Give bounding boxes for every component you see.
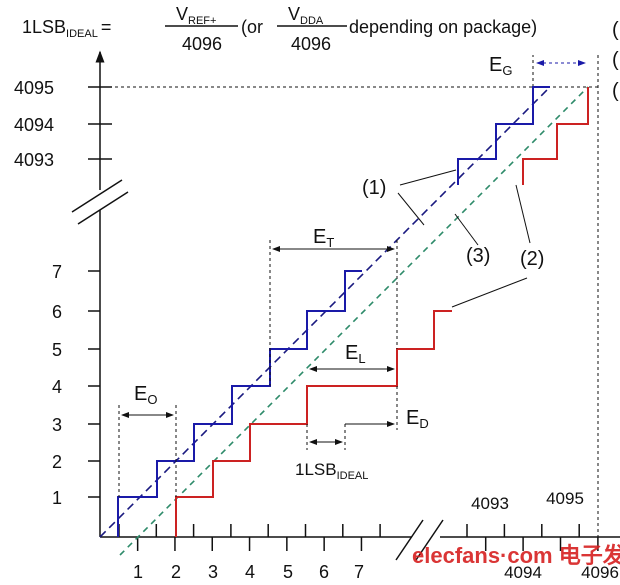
callout-2: (2)	[520, 248, 544, 270]
svg-text:6: 6	[319, 562, 329, 582]
formula: 1LSBIDEAL = VREF+ 4096 (or VDDA 4096 depe…	[22, 4, 619, 102]
svg-text:4095: 4095	[14, 78, 54, 98]
svg-text:4096: 4096	[182, 34, 222, 54]
label-1lsb: 1LSBIDEAL	[295, 460, 368, 482]
annotation-labels: EO ET EL ED EG 1LSBIDEAL (1) (2) (3)	[134, 54, 544, 482]
svg-text:depending on package): depending on package)	[349, 17, 537, 37]
svg-text:1: 1	[133, 562, 143, 582]
svg-text:1LSBIDEAL=: 1LSBIDEAL =	[22, 17, 111, 40]
svg-text:3: 3	[52, 415, 62, 435]
svg-text:2: 2	[52, 452, 62, 472]
svg-text:4: 4	[245, 562, 255, 582]
svg-text:1: 1	[52, 488, 62, 508]
label-integral-error: EL	[345, 342, 366, 366]
x-break-1	[395, 519, 424, 561]
svg-text:(: (	[612, 19, 619, 41]
watermark: elecfans·com 电子发烧友	[412, 543, 620, 568]
svg-text:5: 5	[52, 340, 62, 360]
svg-text:4094: 4094	[504, 563, 542, 582]
svg-text:4094: 4094	[14, 115, 54, 135]
svg-text:VREF+: VREF+	[176, 4, 216, 27]
svg-text:4093: 4093	[471, 494, 509, 513]
svg-text:6: 6	[52, 302, 62, 322]
actual-transfer-curve-upper	[457, 86, 550, 185]
y-break-1	[71, 179, 123, 213]
svg-text:VDDA: VDDA	[288, 4, 324, 27]
svg-text:3: 3	[208, 562, 218, 582]
axes	[71, 50, 620, 561]
label-total-error: ET	[313, 226, 334, 250]
callout-1: (1)	[362, 177, 386, 199]
label-gain-error: EG	[489, 54, 512, 78]
offset-curve-upper	[522, 87, 589, 185]
dimension-guides	[118, 60, 586, 497]
svg-text:4096: 4096	[581, 563, 619, 582]
svg-text:4093: 4093	[14, 150, 54, 170]
svg-text:7: 7	[354, 562, 364, 582]
label-differential-error: ED	[406, 407, 429, 431]
svg-text:(: (	[612, 80, 619, 102]
svg-text:5: 5	[283, 562, 293, 582]
svg-text:(: (	[612, 49, 619, 71]
actual-transfer-curve-lower	[117, 270, 362, 537]
svg-text:4095: 4095	[546, 489, 584, 508]
callout-3: (3)	[466, 245, 490, 267]
y-tick-labels: 1 2 3 4 5 6 7 4093 4094 4095	[14, 78, 62, 508]
svg-text:7: 7	[52, 262, 62, 282]
label-offset-error: EO	[134, 383, 157, 407]
x-tick-labels: 1 2 3 4 5 6 7 4093 4095 4094 4096	[133, 489, 619, 582]
svg-text:4096: 4096	[291, 34, 331, 54]
svg-text:2: 2	[171, 562, 181, 582]
ideal-line-green	[119, 86, 589, 556]
svg-text:4: 4	[52, 377, 62, 397]
svg-text:(or: (or	[241, 17, 263, 37]
